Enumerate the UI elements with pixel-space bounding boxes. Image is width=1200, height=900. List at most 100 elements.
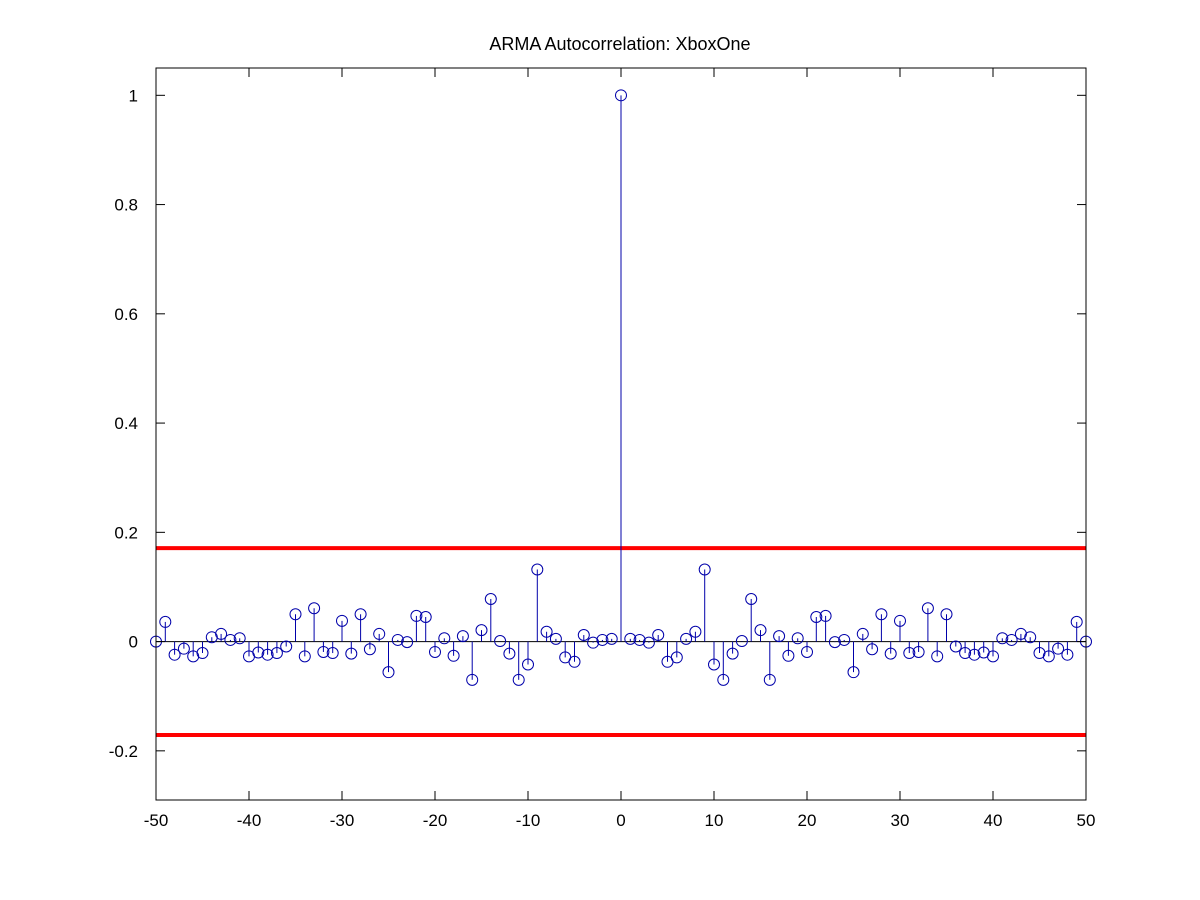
stem-marker xyxy=(512,673,525,686)
stem-marker xyxy=(894,614,906,627)
stem-marker xyxy=(1070,615,1083,628)
stem-marker xyxy=(298,650,311,663)
stem-marker xyxy=(642,636,655,649)
stem-marker xyxy=(708,658,720,671)
stem-marker xyxy=(773,630,786,643)
stem-marker xyxy=(308,602,321,615)
stem-marker xyxy=(577,629,590,642)
stem-marker xyxy=(912,645,925,658)
stem-marker xyxy=(1061,648,1074,661)
stem-marker xyxy=(177,642,190,655)
stem-marker xyxy=(336,614,348,627)
stem-marker xyxy=(159,615,172,628)
y-tick-label: 0 xyxy=(129,633,138,652)
stem-marker xyxy=(717,673,730,686)
x-axis-ticks: -50 -40 -30 -20 -10 0 10 20 30 40 50 xyxy=(144,68,1095,830)
x-tick-label: 30 xyxy=(891,811,910,830)
x-tick-label: -50 xyxy=(144,811,169,830)
stem-marker xyxy=(503,647,516,660)
stem-marker xyxy=(280,640,293,653)
stem-marker xyxy=(233,632,246,645)
stem-marker xyxy=(261,648,274,661)
stem-marker xyxy=(168,648,181,661)
stem-marker xyxy=(363,643,376,656)
stem-marker xyxy=(884,647,897,660)
stem-marker xyxy=(680,632,693,645)
stem-marker xyxy=(1005,633,1018,646)
stem-marker xyxy=(391,633,404,646)
stem-marker xyxy=(401,636,414,649)
stem-marker xyxy=(968,648,981,661)
stem-marker xyxy=(456,630,469,643)
stem-marker xyxy=(959,647,972,660)
stem-marker xyxy=(615,89,627,102)
stem-marker xyxy=(494,635,507,648)
stem-marker xyxy=(801,645,813,658)
stem-marker xyxy=(866,643,879,656)
x-tick-label: -40 xyxy=(237,811,262,830)
stem-series xyxy=(164,95,1078,680)
stem-marker xyxy=(996,632,1009,645)
stem-marker xyxy=(317,645,330,658)
stem-marker xyxy=(987,650,999,663)
stem-marker xyxy=(382,666,395,679)
stem-marker xyxy=(847,666,860,679)
stem-marker xyxy=(549,632,562,645)
stem-marker xyxy=(652,629,665,642)
stem-marker xyxy=(763,673,776,686)
stem-marker xyxy=(605,632,618,645)
y-tick-label: -0.2 xyxy=(109,742,138,761)
stem-marker xyxy=(921,602,934,615)
stem-marker xyxy=(484,592,497,605)
stem-marker xyxy=(745,592,758,605)
x-tick-label: 20 xyxy=(798,811,817,830)
y-tick-label: 0.2 xyxy=(114,523,138,542)
stem-marker xyxy=(1052,642,1065,655)
stem-marker xyxy=(838,633,851,646)
stem-marker xyxy=(252,646,265,659)
x-tick-label: -20 xyxy=(423,811,448,830)
stem-marker xyxy=(903,647,916,660)
stem-marker xyxy=(447,649,460,662)
y-tick-label: 0.8 xyxy=(114,196,138,215)
stem-marker xyxy=(326,647,339,660)
stem-marker xyxy=(373,627,386,640)
stem-marker xyxy=(689,625,702,638)
chart-title: ARMA Autocorrelation: XboxOne xyxy=(489,34,750,54)
stem-marker xyxy=(819,609,832,622)
stem-marker xyxy=(438,632,451,645)
stem-marker xyxy=(726,647,739,660)
stem-marker xyxy=(429,645,441,658)
y-axis-ticks: -0.2 0 0.2 0.4 0.6 0.8 1 xyxy=(109,86,1086,761)
stem-marker xyxy=(522,658,534,671)
stem-marker xyxy=(540,625,553,638)
stem-marker xyxy=(224,633,237,646)
stem-marker xyxy=(856,627,869,640)
stem-marker xyxy=(698,563,711,576)
stem-marker xyxy=(596,633,609,646)
stem-marker xyxy=(289,608,302,621)
stem-marker xyxy=(624,632,637,645)
stem-marker xyxy=(587,636,600,649)
stem-marker xyxy=(735,635,748,648)
stem-marker xyxy=(875,608,888,621)
stem-marker xyxy=(949,640,962,653)
stem-marker xyxy=(1042,650,1055,663)
stem-marker xyxy=(466,673,479,686)
x-tick-label: 0 xyxy=(616,811,625,830)
x-tick-label: 10 xyxy=(705,811,724,830)
stem-marker xyxy=(670,651,683,664)
y-tick-label: 0.4 xyxy=(114,414,138,433)
stem-markers xyxy=(150,89,1092,686)
stem-marker xyxy=(215,627,228,640)
stem-marker xyxy=(196,647,209,660)
stem-marker xyxy=(410,609,423,622)
y-tick-label: 0.6 xyxy=(114,305,138,324)
stem-marker xyxy=(568,655,581,668)
x-tick-label: -30 xyxy=(330,811,355,830)
stem-marker xyxy=(931,650,944,663)
stem-marker xyxy=(354,608,367,621)
stem-marker xyxy=(782,649,795,662)
